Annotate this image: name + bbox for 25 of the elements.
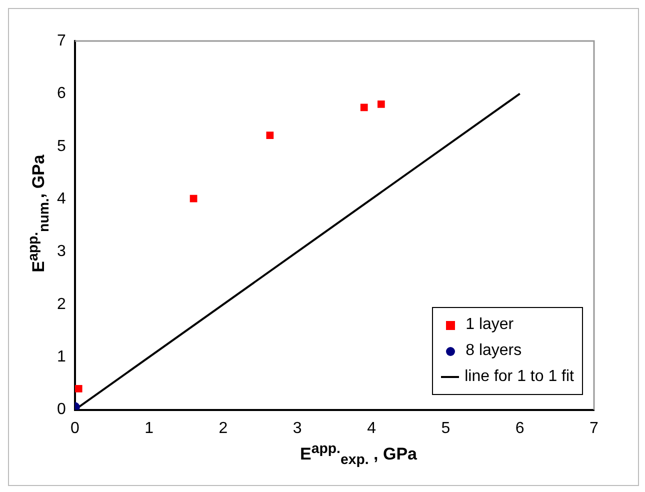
point	[377, 100, 385, 108]
y-tick-label: 7	[56, 32, 66, 50]
legend-label: 8 layers	[466, 341, 522, 361]
point	[190, 194, 198, 202]
x-tick-label: 6	[515, 420, 524, 437]
x-axis-title: E$^{app.}$$_{exp.}$ , GPa	[299, 441, 418, 468]
x-tick-label: 7	[590, 420, 599, 437]
y-tick-label: 4	[56, 190, 66, 208]
point	[74, 385, 82, 392]
y-tick-label: 1	[56, 348, 66, 366]
y-tick-label: 3	[56, 243, 66, 260]
legend-label: 1 layer	[466, 315, 514, 335]
legend-label: line for 1 to 1 fit	[464, 367, 574, 387]
y-tick-label: 2	[56, 296, 66, 313]
x-tick-label: 5	[441, 420, 450, 437]
x-tick-label: 0	[70, 420, 80, 437]
point	[266, 132, 274, 139]
x-tick-label: 2	[218, 420, 228, 437]
y-tick-label: 0	[56, 401, 66, 418]
y-tick-label: 5	[56, 138, 66, 155]
x-tick-label: 1	[144, 420, 154, 437]
y-tick-label: 6	[56, 85, 66, 102]
x-tick-label: 3	[292, 420, 302, 437]
point	[360, 104, 368, 112]
x-tick-label: 4	[367, 420, 376, 437]
